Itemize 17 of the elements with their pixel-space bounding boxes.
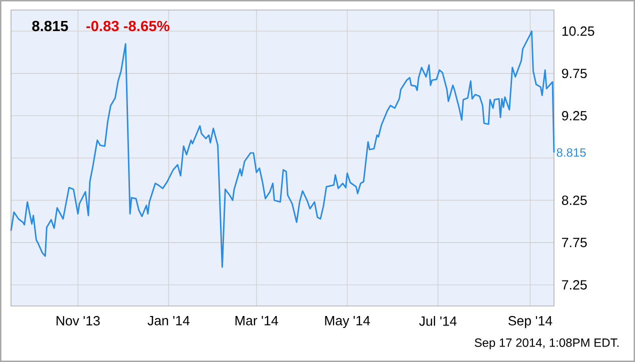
x-tick-label: May '14: [325, 316, 370, 328]
text: Sep 17 2014, 1:08PM EDT.: [474, 338, 619, 350]
x-tick-label: Mar '14: [236, 316, 278, 326]
annotation: 8.815: [556, 148, 586, 157]
y-tick-label: 8.25: [562, 196, 587, 206]
y-tick-label: 10.25: [562, 26, 594, 36]
y-tick-label: 9.25: [562, 111, 587, 120]
line-series: [10, 30, 555, 268]
text: 8.815: [32, 20, 68, 32]
y-tick-label: 7.75: [562, 238, 587, 248]
y-tick-label: 9.75: [562, 68, 587, 78]
y-tick-label: 7.25: [562, 280, 587, 290]
x-tick-label: Jul '14: [419, 316, 457, 326]
x-tick-label: Sep '14: [508, 316, 552, 328]
text: -0.83 -8.65%: [86, 20, 170, 32]
x-tick-label: Nov '13: [56, 316, 100, 326]
x-tick-label: Jan '14: [148, 316, 190, 326]
